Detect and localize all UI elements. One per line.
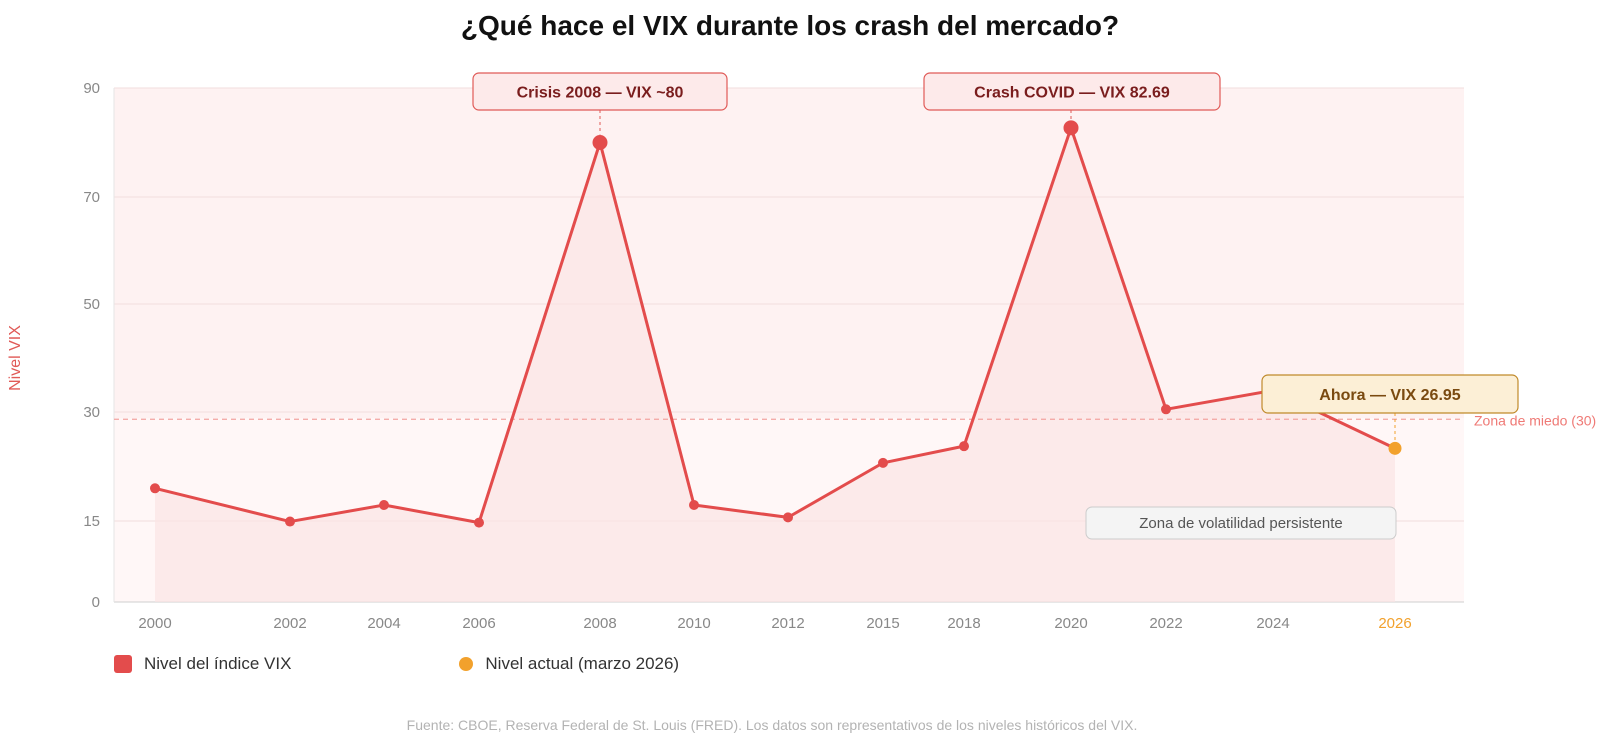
- source-note: Fuente: CBOE, Reserva Federal de St. Lou…: [406, 717, 1138, 733]
- data-point-2010: [689, 500, 699, 511]
- data-point-2022: [1161, 404, 1171, 415]
- volatility-zone-box: Zona de volatilidad persistente: [1085, 506, 1397, 540]
- data-point-2026: [1388, 441, 1402, 455]
- y-axis-label: Nivel VIX: [7, 325, 24, 391]
- x-tick-2015: 2015: [866, 615, 899, 632]
- data-point-2020: [1063, 120, 1079, 136]
- x-tick-2002: 2002: [273, 615, 306, 632]
- x-tick-2008: 2008: [583, 615, 616, 632]
- data-point-2004: [379, 500, 389, 511]
- x-tick-2000: 2000: [138, 615, 171, 632]
- x-tick-2004: 2004: [367, 615, 400, 632]
- data-point-2015: [878, 457, 888, 468]
- y-tick-90: 90: [83, 80, 100, 97]
- x-tick-2018: 2018: [947, 615, 980, 632]
- data-point-2000: [150, 483, 160, 494]
- volatility-zone-label: Zona de volatilidad persistente: [1139, 515, 1342, 532]
- legend-swatch-vix: [114, 655, 132, 673]
- fear-zone-band: [114, 88, 1464, 418]
- legend-label-vix: Nivel del índice VIX: [144, 654, 292, 673]
- y-tick-30: 30: [83, 404, 100, 421]
- chart-title: ¿Qué hace el VIX durante los crash del m…: [460, 10, 1120, 41]
- x-tick-2012: 2012: [771, 615, 804, 632]
- fear-threshold-label: Zona de miedo (30): [1474, 412, 1596, 428]
- y-tick-50: 50: [83, 296, 100, 313]
- y-tick-0: 0: [92, 594, 100, 611]
- legend-item-vix: Nivel del índice VIX: [114, 654, 291, 674]
- x-tick-2020: 2020: [1054, 615, 1087, 632]
- annotation-box-2020: [923, 72, 1221, 111]
- annotation-2008: Crisis 2008 — VIX ~80: [472, 72, 728, 135]
- data-point-2006: [474, 517, 484, 528]
- annotation-box-2026: [1261, 374, 1519, 414]
- y-tick-70: 70: [83, 189, 100, 206]
- annotation-2020: Crash COVID — VIX 82.69: [923, 72, 1221, 120]
- y-axis-ticks: 0 15 30 50 70 90: [83, 80, 100, 611]
- data-point-2008: [592, 135, 608, 150]
- x-tick-2026: 2026: [1378, 615, 1411, 632]
- x-tick-2006: 2006: [462, 615, 495, 632]
- x-tick-2022: 2022: [1149, 615, 1182, 632]
- annotations: Crisis 2008 — VIX ~80 Crash COVID — VIX 8…: [472, 72, 1519, 441]
- annotation-2026: Ahora — VIX 26.95: [1261, 374, 1519, 441]
- x-axis-ticks: 2000 2002 2004 2006 2008 2010 2012 2015 2018 2020…: [138, 615, 1411, 632]
- annotation-label-2008: Crisis 2008 — VIX ~80: [517, 85, 684, 102]
- x-tick-2024: 2024: [1256, 615, 1289, 632]
- data-point-2012: [783, 512, 793, 523]
- y-tick-15: 15: [83, 513, 100, 530]
- legend: Nivel del índice VIX Nivel actual (marzo…: [114, 654, 847, 674]
- annotation-box-2008: [472, 72, 728, 111]
- annotation-label-2026: Ahora — VIX 26.95: [1319, 387, 1460, 404]
- annotation-label-2020: Crash COVID — VIX 82.69: [974, 85, 1170, 102]
- data-point-2018: [959, 441, 969, 452]
- data-point-2002: [285, 516, 295, 527]
- legend-swatch-current: [459, 657, 474, 671]
- series-points: [150, 120, 1402, 528]
- legend-item-current: Nivel actual (marzo 2026): [459, 654, 679, 674]
- x-tick-2010: 2010: [677, 615, 710, 632]
- legend-label-current: Nivel actual (marzo 2026): [485, 654, 680, 673]
- series-area-fill: [155, 127, 1395, 602]
